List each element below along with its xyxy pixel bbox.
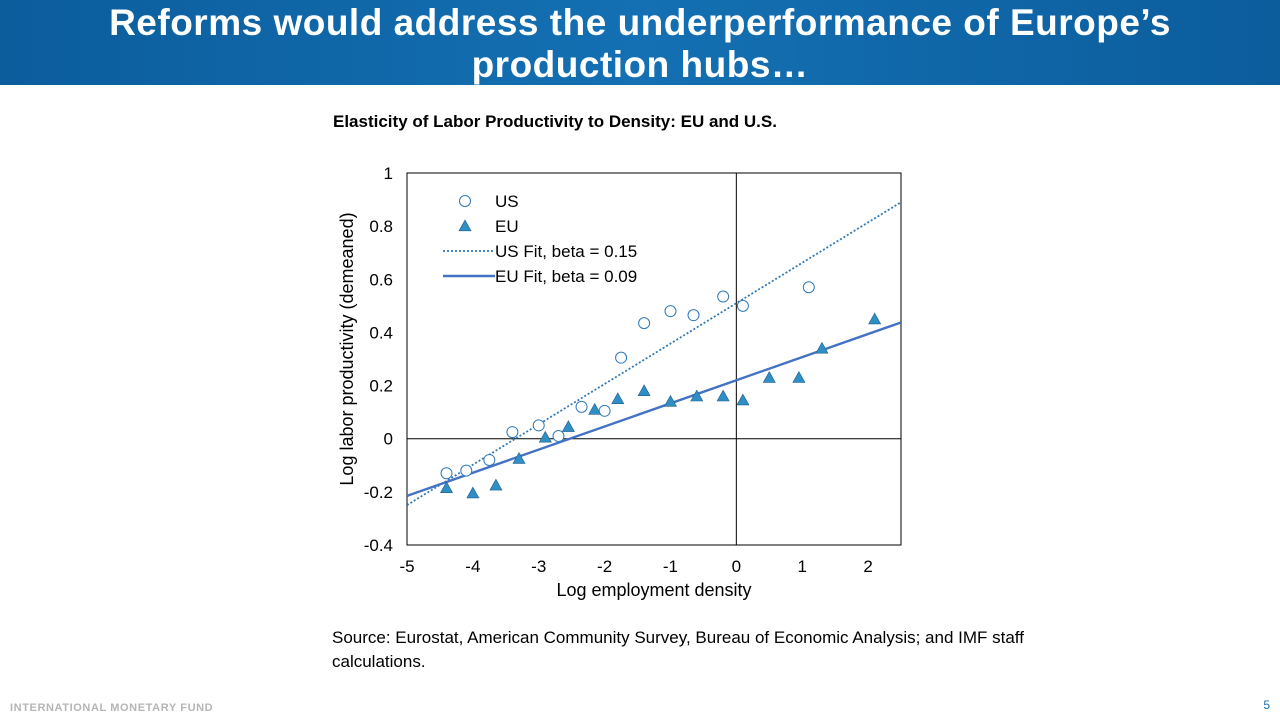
eu-data-point <box>561 420 575 432</box>
x-tick-label: -2 <box>597 557 612 576</box>
y-tick-label: 0.6 <box>369 270 393 289</box>
x-tick-label: -5 <box>399 557 414 576</box>
eu-data-point <box>489 478 503 491</box>
eu-data-point <box>792 370 806 383</box>
eu-data-point <box>440 481 454 493</box>
x-tick-label: 2 <box>863 557 872 576</box>
eu-data-point <box>538 430 552 443</box>
us-data-point <box>506 426 519 439</box>
us-data-point <box>460 464 473 477</box>
us-fit-line <box>407 201 901 506</box>
x-tick-label: -3 <box>531 557 546 576</box>
legend-eu-marker <box>458 219 472 232</box>
us-data-point <box>638 317 651 330</box>
slide-header: Reforms would address the underperforman… <box>0 0 1280 85</box>
plot-frame <box>406 172 902 546</box>
legend-us-label: US <box>495 192 519 211</box>
us-data-point <box>483 453 496 466</box>
legend-us-marker <box>459 195 471 207</box>
eu-data-point <box>868 312 882 325</box>
eu-data-point <box>663 394 677 407</box>
us-data-point <box>736 299 749 312</box>
page-number: 5 <box>1263 698 1270 712</box>
eu-data-point <box>466 486 480 499</box>
eu-data-point <box>690 389 704 402</box>
y-tick-label: -0.2 <box>364 483 393 502</box>
us-data-point <box>664 305 677 318</box>
y-tick-label: 0.4 <box>369 323 393 342</box>
us-data-point <box>802 281 815 294</box>
fit-lines <box>407 201 901 506</box>
slide-title-line-2: production hubs… <box>471 44 809 85</box>
us-data-point <box>687 309 700 322</box>
y-tick-label: 0.8 <box>369 217 393 236</box>
x-tick-label: -4 <box>465 557 480 576</box>
legend-eu-label: EU <box>495 217 519 236</box>
x-tick-label: 0 <box>732 557 741 576</box>
footer-organization: INTERNATIONAL MONETARY FUND <box>10 702 214 714</box>
us-data-point <box>575 400 588 413</box>
us-data-point <box>532 419 545 432</box>
us-data-point <box>552 430 565 443</box>
eu-data-point <box>588 402 602 415</box>
eu-data-point <box>815 341 829 354</box>
eu-data-point <box>762 370 776 383</box>
y-axis-label: Log labor productivity (demeaned) <box>337 212 357 485</box>
us-data-point <box>615 351 628 364</box>
x-tick-label: 1 <box>797 557 806 576</box>
us-data-point <box>598 404 611 417</box>
y-tick-label: 1 <box>384 164 393 183</box>
eu-fit-line <box>407 321 901 497</box>
us-data-point <box>717 290 730 303</box>
eu-data-point <box>611 392 625 404</box>
us-data-point <box>440 467 453 480</box>
eu-data-point <box>716 389 730 402</box>
slide-title-line-1: Reforms would address the underperforman… <box>109 2 1171 43</box>
eu-data-point <box>736 393 750 406</box>
chart-title: Elasticity of Labor Productivity to Dens… <box>333 112 777 131</box>
slide-title: Reforms would address the underperforman… <box>0 2 1280 86</box>
y-tick-label: 0.2 <box>369 377 393 396</box>
x-tick-label: -1 <box>663 557 678 576</box>
scatter-chart: -0.4 -0.2 0 0.2 0.4 0.6 0.8 1 -5 -4 -3 -2 -1 0 1 2 Log e… <box>337 164 902 600</box>
x-axis-label: Log employment density <box>556 580 751 600</box>
legend-eu-fit-label: EU Fit, beta = 0.09 <box>495 267 637 286</box>
legend-us-fit-label: US Fit, beta = 0.15 <box>495 242 637 261</box>
eu-data-point <box>512 452 526 464</box>
y-tick-label: -0.4 <box>364 536 393 555</box>
y-tick-label: 0 <box>384 430 393 449</box>
eu-data-point <box>637 384 651 396</box>
source-note: Source: Eurostat, American Community Sur… <box>332 628 1024 671</box>
